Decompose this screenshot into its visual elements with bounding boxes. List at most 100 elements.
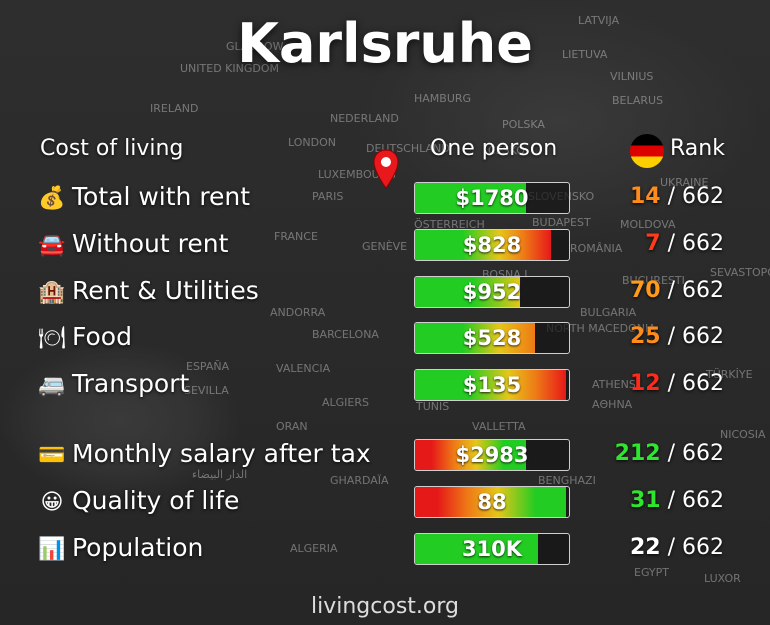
map-place-label: TÜRKİYE bbox=[706, 368, 753, 381]
map-place-label: ROMÂNIA bbox=[570, 242, 623, 255]
van-icon: 🚐 bbox=[38, 373, 66, 398]
map-place-label: ATHENS bbox=[592, 378, 636, 391]
map-place-label: VILNIUS bbox=[610, 70, 654, 83]
rank-value: 7 / 662 bbox=[645, 231, 724, 256]
row-label: Quality of life bbox=[72, 486, 240, 515]
map-place-label: ΑΘΗΝΑ bbox=[592, 398, 633, 411]
map-place-label: UKRAINE bbox=[660, 176, 709, 189]
value-bar: $2983 bbox=[414, 439, 570, 471]
rank-value: 31 / 662 bbox=[630, 488, 724, 513]
value-text: $135 bbox=[462, 373, 522, 397]
source-footer: livingcost.org bbox=[311, 594, 459, 619]
map-place-label: ANDORRA bbox=[270, 306, 326, 319]
map-place-label: BENGHAZI bbox=[538, 474, 596, 487]
value-bar-fill bbox=[415, 534, 539, 564]
map-place-label: LATVIJA bbox=[578, 14, 620, 27]
map-place-label: BELARUS bbox=[612, 94, 664, 107]
rank-header: Rank bbox=[670, 136, 725, 161]
money-bag-icon: 💰 bbox=[38, 186, 66, 211]
rank-value: 12 / 662 bbox=[630, 371, 724, 396]
map-place-label: GHARDAÏA bbox=[330, 474, 389, 487]
cost-row: 🚐 Transport $135 12 / 662 bbox=[0, 367, 770, 407]
map-place-label: ORAN bbox=[276, 420, 308, 433]
map-place-label: VALLETTA bbox=[472, 420, 526, 433]
map-place-label: NICOSIA bbox=[720, 428, 766, 441]
rank-total: / 662 bbox=[660, 324, 724, 349]
map-place-label: LUXOR bbox=[704, 572, 741, 585]
rank-value: 22 / 662 bbox=[630, 535, 724, 560]
rank-total: / 662 bbox=[660, 231, 724, 256]
value-bar-fill bbox=[415, 183, 526, 213]
value-text: 88 bbox=[477, 490, 507, 514]
cost-row: 😀 Quality of life 88 31 / 662 bbox=[0, 484, 770, 524]
map-place-label: PARIS bbox=[312, 190, 344, 203]
cost-of-living-header: Cost of living bbox=[40, 136, 184, 161]
rank-total: / 662 bbox=[660, 371, 724, 396]
value-bar: $1780 bbox=[414, 182, 570, 214]
map-place-label: EGYPT bbox=[634, 566, 669, 579]
map-place-label: GENÈVE bbox=[362, 240, 408, 253]
map-place-label: VALENCIA bbox=[276, 362, 331, 375]
map-place-label: SEVILLA bbox=[184, 384, 229, 397]
one-person-header: One person bbox=[430, 136, 558, 161]
map-place-label: BULGARIA bbox=[580, 306, 637, 319]
rank-number: 22 bbox=[629, 535, 661, 560]
value-bar-fill bbox=[415, 323, 536, 353]
map-place-label: ALGIERS bbox=[322, 396, 369, 409]
map-place-label: HAMBURG bbox=[414, 92, 472, 105]
value-bar: $528 bbox=[414, 322, 570, 354]
map-place-label: BUDAPEST bbox=[532, 216, 591, 229]
cost-row: 🚘 Without rent $828 7 / 662 bbox=[0, 227, 770, 267]
cost-row: 📊 Population 310K 22 / 662 bbox=[0, 531, 770, 571]
value-bar: $135 bbox=[414, 369, 570, 401]
cost-row: 🍽 Food $528 25 / 662 bbox=[0, 320, 770, 360]
smiley-icon: 😀 bbox=[40, 490, 64, 515]
map-place-label: NEDERLAND bbox=[330, 112, 399, 125]
location-pin-icon bbox=[373, 149, 399, 189]
map-place-label: BUCUREȘTI bbox=[622, 274, 685, 287]
building-icon: 🏨 bbox=[38, 280, 66, 305]
value-bar-fill bbox=[415, 370, 566, 400]
cost-row: 🏨 Rent & Utilities $952 70 / 662 bbox=[0, 274, 770, 314]
page-title: Karlsruhe bbox=[237, 12, 533, 75]
rank-number: 12 bbox=[629, 371, 661, 396]
rank-value: 70 / 662 bbox=[630, 278, 724, 303]
value-bar-fill bbox=[415, 487, 566, 517]
value-bar-fill bbox=[415, 440, 526, 470]
map-place-label: IRELAND bbox=[150, 102, 199, 115]
value-bar: $828 bbox=[414, 229, 570, 261]
value-text: $528 bbox=[462, 326, 522, 350]
row-label: Total with rent bbox=[72, 182, 251, 211]
rank-number: 31 bbox=[629, 488, 661, 513]
germany-flag-icon bbox=[630, 134, 664, 168]
rank-value: 25 / 662 bbox=[630, 324, 724, 349]
map-place-label: POLSKA bbox=[502, 118, 545, 131]
rank-total: / 662 bbox=[660, 535, 724, 560]
credit-card-icon: 💳 bbox=[38, 443, 66, 468]
value-bar: 310K bbox=[414, 533, 570, 565]
rank-number: 14 bbox=[629, 184, 661, 209]
rank-total: / 662 bbox=[660, 441, 724, 466]
rank-total: / 662 bbox=[660, 278, 724, 303]
car-icon: 🚘 bbox=[38, 233, 66, 258]
row-label: Population bbox=[72, 533, 204, 562]
map-place-label: ESPAÑA bbox=[186, 360, 230, 373]
rank-number: 212 bbox=[614, 441, 661, 466]
map-place-label: الدار البيضاء bbox=[192, 468, 248, 481]
rank-total: / 662 bbox=[660, 184, 724, 209]
value-text: $828 bbox=[462, 233, 522, 257]
rank-value: 212 / 662 bbox=[615, 441, 724, 466]
rank-value: 14 / 662 bbox=[630, 184, 724, 209]
value-bar-fill bbox=[415, 230, 551, 260]
rank-number: 70 bbox=[629, 278, 661, 303]
value-text: $952 bbox=[462, 280, 522, 304]
rank-total: / 662 bbox=[660, 488, 724, 513]
value-bar: $952 bbox=[414, 276, 570, 308]
map-place-label: FRANCE bbox=[274, 230, 318, 243]
cost-row: 💰 Total with rent $1780 14 / 662 bbox=[0, 180, 770, 220]
value-bar: 88 bbox=[414, 486, 570, 518]
map-place-label: SEVASTOPOL bbox=[710, 266, 770, 279]
map-place-label: LONDON bbox=[288, 136, 336, 149]
value-text: $2983 bbox=[455, 443, 529, 467]
